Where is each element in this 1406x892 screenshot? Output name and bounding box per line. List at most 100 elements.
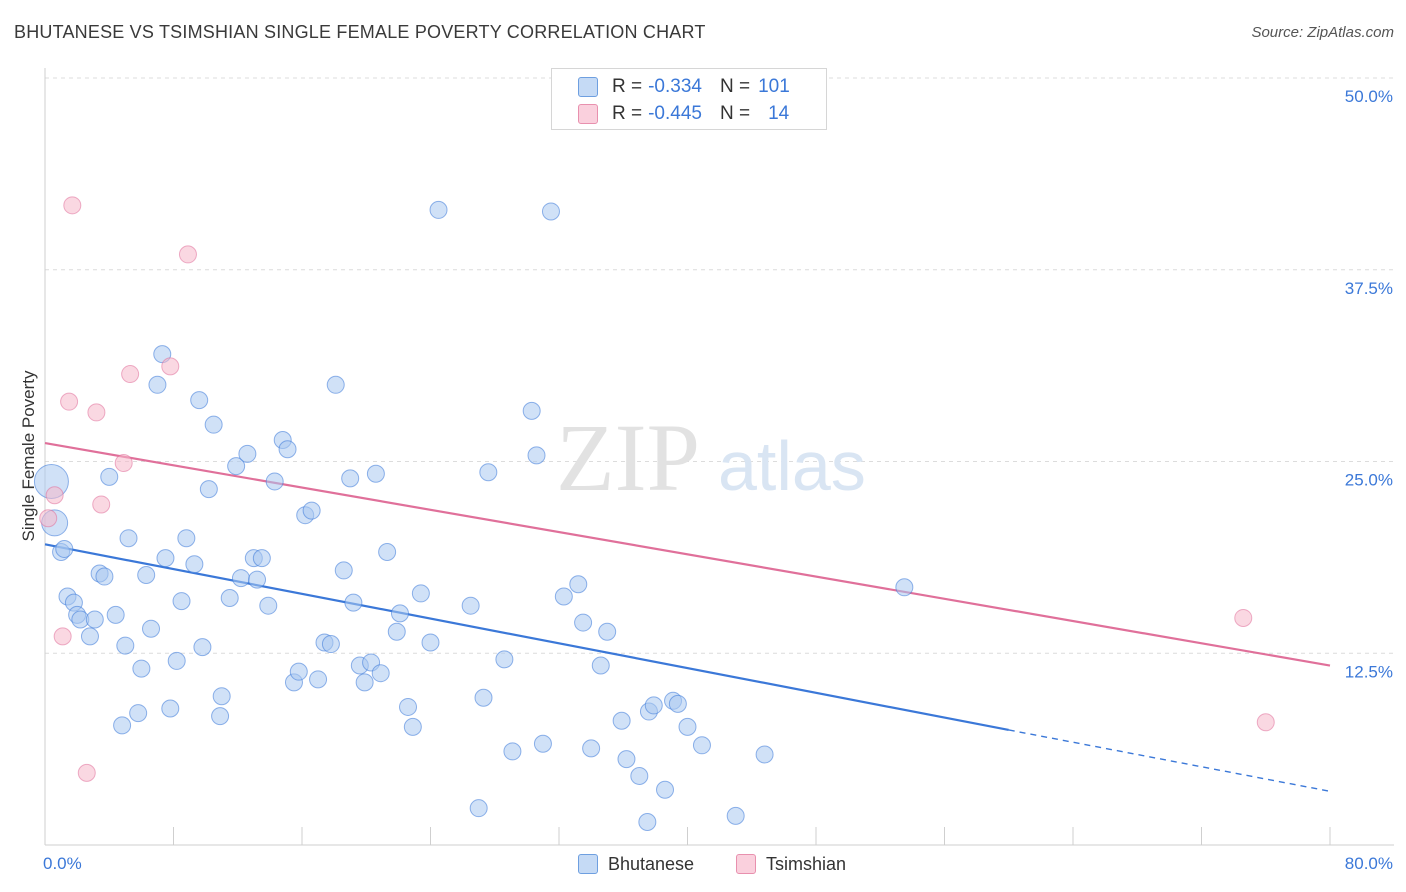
point-bhutanese	[474, 688, 493, 707]
point-bhutanese	[617, 750, 636, 769]
point-bhutanese	[469, 799, 488, 818]
point-bhutanese	[495, 650, 514, 669]
trend-lines	[44, 442, 1331, 792]
tick-labels: 12.5% 25.0% 37.5% 50.0% 0.0% 80.0%	[43, 87, 1393, 873]
point-bhutanese	[252, 549, 271, 568]
point-bhutanese	[156, 549, 175, 568]
point-bhutanese	[630, 766, 649, 785]
legend-n-value: 101	[758, 76, 790, 97]
point-bhutanese	[185, 555, 204, 574]
x-tick-label: 80.0%	[1345, 854, 1393, 873]
point-bhutanese	[326, 375, 345, 394]
point-bhutanese	[569, 575, 588, 594]
point-bhutanese	[172, 592, 191, 611]
point-bhutanese	[638, 812, 657, 831]
point-bhutanese	[656, 780, 675, 799]
bottom-legend-label-bhutanese: Bhutanese	[608, 853, 695, 874]
point-tsimshian	[92, 495, 111, 514]
watermark-zip: ZIP	[556, 404, 700, 511]
point-bhutanese	[80, 627, 99, 646]
y-axis-title: Single Female Poverty	[19, 370, 38, 542]
bottom-legend-bhutanese: Bhutanese	[578, 851, 694, 877]
legend-r-value: -0.445	[648, 103, 702, 124]
point-bhutanese	[503, 742, 522, 761]
point-bhutanese	[220, 589, 239, 608]
point-bhutanese	[895, 578, 914, 597]
point-bhutanese	[100, 467, 119, 486]
legend-row-tsimshian: R = -0.445 N = 14	[578, 102, 789, 126]
point-bhutanese	[199, 480, 218, 499]
point-tsimshian	[39, 509, 58, 528]
y-tick-label: 12.5%	[1345, 662, 1393, 681]
chart-source: Source: ZipAtlas.com	[1251, 24, 1394, 41]
point-bhutanese	[309, 670, 328, 689]
axes	[44, 68, 1394, 846]
point-bhutanese	[533, 734, 552, 753]
point-bhutanese	[211, 707, 230, 726]
legend-r-label: R =	[612, 103, 643, 124]
point-tsimshian	[1256, 713, 1275, 732]
point-bhutanese	[119, 529, 138, 548]
point-bhutanese	[85, 610, 104, 629]
point-bhutanese	[644, 696, 663, 715]
point-bhutanese	[190, 391, 209, 410]
point-bhutanese	[541, 202, 560, 221]
point-bhutanese	[678, 717, 697, 736]
point-bhutanese	[212, 687, 231, 706]
data-points	[33, 196, 1275, 831]
point-bhutanese	[321, 635, 340, 654]
bottom-legend-label-tsimshian: Tsimshian	[766, 853, 847, 874]
point-bhutanese	[95, 567, 114, 586]
point-bhutanese	[668, 694, 687, 713]
point-bhutanese	[355, 673, 374, 692]
point-tsimshian	[77, 763, 96, 782]
point-bhutanese	[574, 613, 593, 632]
legend-r-value: -0.334	[648, 76, 702, 97]
point-bhutanese	[479, 463, 498, 482]
point-bhutanese	[248, 570, 267, 589]
point-tsimshian	[63, 196, 82, 215]
point-bhutanese	[411, 584, 430, 603]
trend-extension-bhutanese	[1008, 729, 1331, 792]
legend-n-label: N =	[719, 103, 751, 124]
point-bhutanese	[612, 711, 631, 730]
chart-title: BHUTANESE VS TSIMSHIAN SINGLE FEMALE POV…	[14, 22, 706, 42]
point-tsimshian	[121, 365, 140, 384]
point-bhutanese	[148, 375, 167, 394]
point-bhutanese	[390, 604, 409, 623]
x-tick-label: 0.0%	[43, 854, 82, 873]
point-bhutanese	[55, 539, 74, 558]
point-bhutanese	[265, 472, 284, 491]
point-bhutanese	[755, 745, 774, 764]
legend-r-label: R =	[612, 76, 643, 97]
point-bhutanese	[137, 566, 156, 585]
point-bhutanese	[167, 651, 186, 670]
point-bhutanese	[302, 501, 321, 520]
y-tick-label: 25.0%	[1345, 471, 1393, 490]
point-bhutanese	[692, 736, 711, 755]
point-bhutanese	[289, 662, 308, 681]
point-tsimshian	[87, 403, 106, 422]
point-tsimshian	[53, 627, 72, 646]
point-bhutanese	[161, 699, 180, 718]
point-bhutanese	[238, 444, 257, 463]
point-bhutanese	[193, 638, 212, 657]
point-tsimshian	[178, 245, 197, 264]
bottom-legend-tsimshian: Tsimshian	[736, 851, 846, 877]
point-bhutanese	[344, 593, 363, 612]
bottom-legend-swatch-bhutanese	[578, 854, 598, 874]
point-bhutanese	[582, 739, 601, 758]
point-bhutanese	[429, 200, 448, 219]
legend-swatch-tsimshian	[578, 104, 598, 124]
legend-swatch-bhutanese	[578, 77, 598, 97]
point-bhutanese	[387, 622, 406, 641]
point-bhutanese	[142, 619, 161, 638]
trend-line-tsimshian	[44, 442, 1331, 667]
point-bhutanese	[106, 605, 125, 624]
gridlines	[45, 77, 1394, 654]
bottom-legend-swatch-tsimshian	[736, 854, 756, 874]
point-bhutanese	[421, 633, 440, 652]
watermark-atlas: atlas	[718, 427, 866, 505]
point-bhutanese	[378, 543, 397, 562]
point-bhutanese	[113, 716, 132, 735]
